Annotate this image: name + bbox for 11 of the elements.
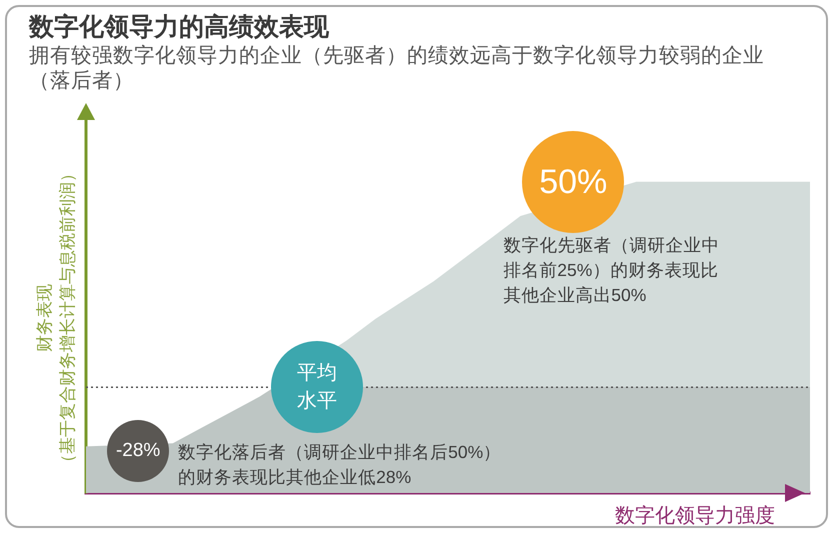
annotation: 数字化先驱者（调研企业中排名前25%）的财务表现比其他企业高出50% [503,234,720,305]
circle-badge: 50% [522,131,624,234]
annotation: 50% [539,162,608,203]
annotation: 数字化落后者（调研企业中排名后50%）的财务表现比其他企业低28% [178,442,502,488]
annotation: -28% [116,440,160,463]
ref-line-label: 平均水平 [296,361,338,414]
chart-title: 数字化领导力的高绩效表现 [29,12,329,42]
chart-subtitle: 拥有较强数字化领导力的企业（先驱者）的绩效远高于数字化领导力较弱的企业（落后者） [29,43,765,93]
circle-badge: -28% [107,420,170,482]
y-axis-title: 财务表现（基于复合财务增长计算与息税前利润） [34,164,78,473]
x-axis-title: 数字化领导力强度 [615,504,775,528]
